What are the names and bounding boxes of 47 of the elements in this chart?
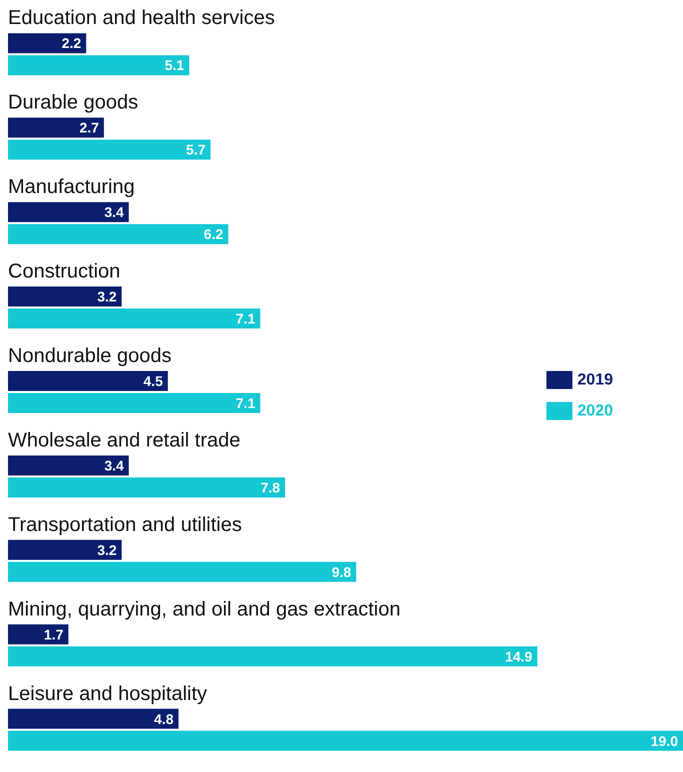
y-tick-label: Construction (8, 260, 120, 283)
data-label: 5.1 (164, 57, 184, 74)
data-label: 3.2 (97, 542, 117, 558)
legend-label: 2020 (577, 402, 614, 420)
data-label: 2.7 (79, 120, 100, 136)
data-label: 3.2 (97, 288, 117, 305)
bar (8, 118, 104, 138)
bar (8, 371, 168, 391)
data-label: 14.9 (505, 648, 533, 664)
data-label: 4.8 (154, 710, 174, 727)
bar (8, 624, 68, 644)
data-label: 7.8 (260, 479, 280, 496)
y-tick-label: Education and health services (8, 7, 275, 30)
bar (8, 477, 286, 498)
data-label: 2.2 (62, 35, 82, 52)
data-label: 7.1 (236, 310, 256, 327)
bar (8, 455, 129, 476)
data-label: 5.7 (186, 142, 206, 158)
bar (8, 140, 210, 160)
data-label: 7.1 (236, 395, 256, 411)
bar (8, 224, 228, 244)
bar (8, 708, 179, 729)
data-label: 19.0 (650, 732, 678, 749)
bar (8, 33, 86, 54)
y-tick-label: Wholesale and retail trade (8, 429, 240, 452)
bar (8, 393, 260, 413)
bar (8, 202, 129, 222)
bar (8, 730, 683, 751)
legend-label: 2019 (577, 372, 614, 388)
data-label: 3.4 (104, 204, 124, 220)
y-tick-label: Manufacturing (8, 176, 135, 198)
bar (8, 540, 122, 560)
bar (8, 55, 190, 76)
data-label: 9.8 (332, 564, 352, 580)
y-tick-label: Transportation and utilities (8, 514, 242, 536)
bar (8, 646, 538, 666)
bar (8, 286, 122, 307)
y-tick-label: Mining, quarrying, and oil and gas extraction (8, 598, 400, 620)
data-label: 6.2 (204, 226, 224, 242)
bar (8, 308, 260, 329)
data-label: 1.7 (44, 626, 64, 642)
data-label: 3.4 (104, 457, 124, 474)
y-tick-label: Leisure and hospitality (8, 682, 208, 705)
y-tick-label: Nondurable goods (8, 345, 172, 367)
y-tick-label: Durable goods (8, 92, 138, 114)
bar (8, 562, 356, 582)
data-label: 4.5 (143, 373, 164, 389)
